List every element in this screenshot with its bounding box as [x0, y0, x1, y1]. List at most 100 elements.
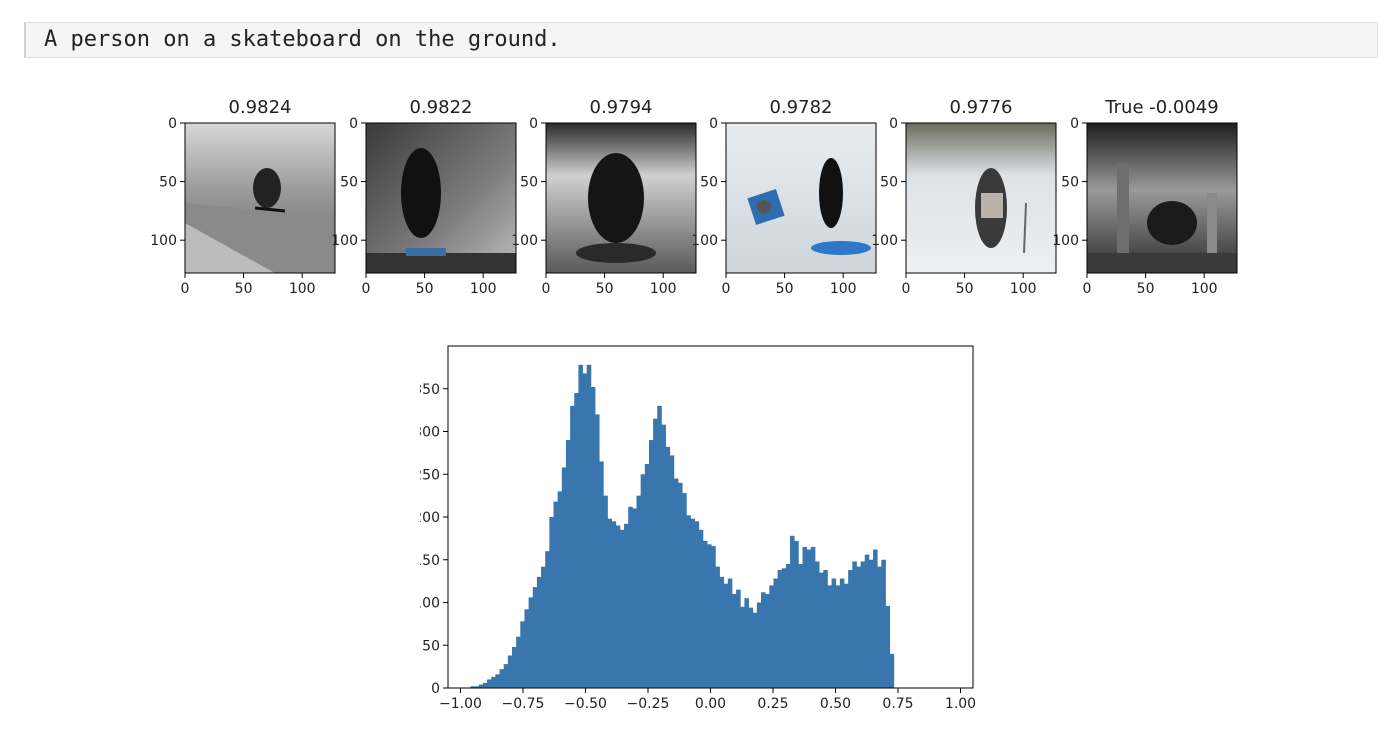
histogram-bar — [744, 598, 749, 688]
x-tick-label: 100 — [650, 281, 677, 297]
histogram-bar — [520, 621, 525, 688]
caption-text: A person on a skateboard on the ground. — [44, 27, 561, 52]
y-tick-label: 50 — [422, 638, 440, 654]
histogram-bar — [785, 564, 791, 688]
histogram-bar — [632, 508, 637, 688]
x-tick-label: 0 — [902, 281, 911, 297]
x-tick-label: −0.75 — [502, 696, 545, 712]
histogram-bar — [640, 474, 646, 688]
histogram-bar — [499, 669, 505, 688]
panel-frame — [725, 122, 877, 274]
histogram-bar — [868, 559, 874, 688]
histogram-bar — [810, 546, 816, 688]
image-scene — [185, 168, 335, 273]
x-tick-label: 0 — [1083, 281, 1092, 297]
histogram-bar — [532, 587, 538, 688]
histogram-bar — [827, 585, 832, 688]
x-tick-label: 1.00 — [945, 696, 976, 712]
histogram-chart: −1.00 −0.75 −0.50 −0.25 0.00 0.25 0.50 0.75 1.00… — [420, 345, 976, 712]
x-tick-label: 0 — [362, 281, 371, 297]
histogram-bar — [698, 529, 704, 688]
histogram-bar — [590, 387, 596, 688]
histogram-bar — [694, 521, 700, 688]
histogram-bar — [715, 566, 720, 688]
image-panel: 0.9776 0 0 50 50 100 100 — [871, 97, 1057, 297]
histogram-bar — [848, 570, 853, 688]
histogram-bar — [586, 364, 592, 688]
histogram-bar — [557, 491, 563, 688]
panel-frame — [365, 122, 517, 274]
histogram-bar — [678, 482, 683, 688]
y-tick-label: 250 — [420, 467, 440, 483]
histogram-bar — [864, 554, 870, 688]
image-panel: 0.9822 0 0 50 50 100 100 — [331, 97, 517, 297]
histogram-bar — [823, 570, 828, 688]
panel-frame — [905, 122, 1057, 274]
histogram-bar — [611, 521, 617, 688]
panel-frame — [545, 122, 697, 274]
image-grid: 0.98240050501001000.98220050501001000.97… — [150, 97, 1238, 297]
y-tick-label: 100 — [331, 233, 358, 249]
histogram-bar — [653, 418, 658, 688]
panel-frame — [1086, 122, 1238, 274]
histogram-bar — [478, 684, 484, 688]
histogram-bar — [790, 535, 795, 688]
panel-frame — [184, 122, 336, 274]
histogram-bar — [624, 523, 629, 688]
y-tick-label: 200 — [420, 510, 440, 526]
histogram-bar — [545, 551, 550, 688]
histogram-bar — [553, 501, 559, 688]
histogram-bar — [541, 566, 546, 688]
histogram-bar — [603, 495, 608, 688]
histogram-bar — [707, 544, 712, 688]
histogram-bar — [570, 405, 575, 688]
histogram-bar — [765, 593, 770, 688]
image-scene — [1087, 163, 1237, 273]
histogram-bar — [798, 564, 803, 688]
y-tick-label: 100 — [871, 233, 898, 249]
x-tick-label: 100 — [289, 281, 316, 297]
histogram-bar — [648, 440, 654, 688]
histogram-bar — [873, 549, 878, 688]
histogram-bar — [877, 566, 882, 688]
x-tick-label: 50 — [956, 281, 974, 297]
histogram-bar — [628, 506, 633, 688]
histogram-bar — [574, 393, 579, 688]
panel-title: 0.9824 — [229, 97, 292, 118]
y-tick-label: 100 — [691, 233, 718, 249]
histogram-bar — [794, 540, 799, 688]
x-tick-label: 0.25 — [757, 696, 788, 712]
histogram-bar — [885, 605, 891, 688]
x-tick-label: 0 — [542, 281, 551, 297]
histogram-bar — [561, 467, 567, 688]
histogram-bar — [607, 518, 612, 688]
y-tick-label: 50 — [1061, 175, 1079, 191]
histogram-bar — [495, 674, 500, 688]
histogram-bar — [578, 364, 583, 688]
histogram-bar — [661, 424, 666, 688]
histogram-bar — [536, 576, 542, 688]
histogram-bar — [814, 561, 820, 688]
y-tick-label: 0 — [431, 681, 440, 697]
histogram-bar — [806, 549, 812, 688]
cell-output-text: A person on a skateboard on the ground. — [24, 22, 1378, 58]
y-tick-label: 0 — [529, 116, 538, 132]
histogram-bar — [636, 495, 642, 688]
image-panel: 0.9794 0 0 50 50 100 100 — [511, 97, 697, 297]
histogram-bar — [852, 561, 857, 688]
histogram-bar — [528, 597, 534, 688]
histogram-bar — [756, 602, 762, 688]
x-tick-label: 100 — [470, 281, 497, 297]
histogram-bar — [736, 589, 741, 688]
y-tick-label: 50 — [159, 175, 177, 191]
histogram-bar — [702, 540, 708, 688]
histogram-bar — [524, 609, 529, 688]
histogram-bar — [673, 478, 679, 688]
histogram-bar — [665, 446, 671, 688]
histogram-bar — [487, 679, 492, 688]
panel-title: 0.9782 — [770, 97, 833, 118]
panel-title: 0.9776 — [950, 97, 1013, 118]
histogram-bar — [727, 578, 733, 688]
histogram-bar — [582, 373, 588, 688]
histogram-bar — [752, 612, 758, 688]
